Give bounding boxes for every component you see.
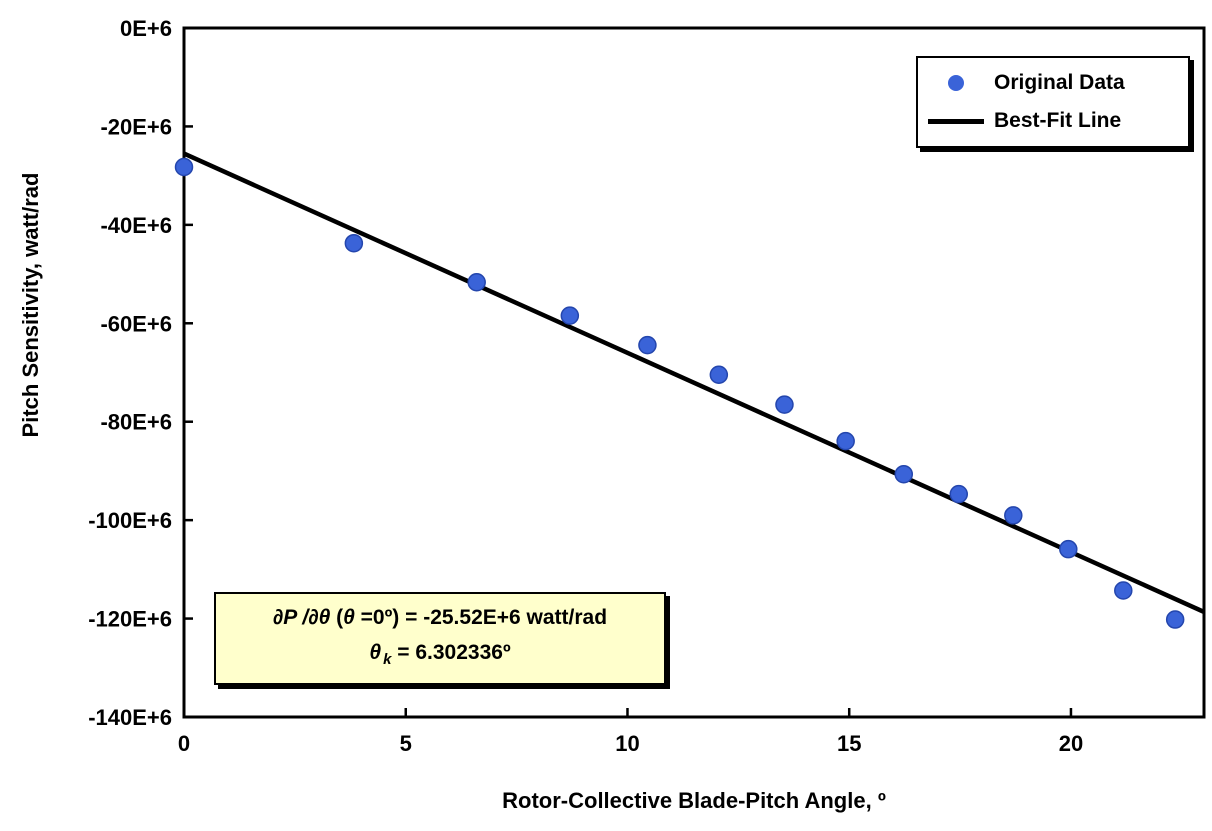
x-axis-title: Rotor-Collective Blade-Pitch Angle, º [502, 788, 886, 813]
legend-swatch [928, 75, 984, 91]
legend: Original Data Best-Fit Line [916, 56, 1190, 148]
scatter-marker-icon [948, 75, 964, 91]
scatter-point [894, 464, 914, 484]
y-axis-title: Pitch Sensitivity, watt/rad [18, 172, 43, 438]
legend-item-original-data: Original Data [928, 66, 1178, 100]
annotation-theta: θ [343, 606, 361, 629]
y-tick-label: -140E+6 [88, 705, 172, 730]
x-tick-label: 10 [615, 731, 639, 756]
scatter-point [1114, 581, 1133, 600]
legend-label-best-fit-line: Best-Fit Line [994, 109, 1122, 132]
y-tick-label: -60E+6 [100, 311, 172, 336]
theta-symbol: θ [369, 641, 382, 664]
legend-swatch [928, 118, 984, 124]
legend-item-best-fit-line: Best-Fit Line [928, 104, 1178, 138]
theta-k-value: = 6.302336º [391, 641, 511, 664]
y-tick-label: -100E+6 [88, 508, 172, 533]
line-marker-icon [928, 118, 984, 124]
y-tick-label: 0E+6 [120, 16, 172, 41]
x-tick-label: 20 [1059, 731, 1083, 756]
scatter-point [775, 395, 794, 414]
x-tick-label: 5 [400, 731, 412, 756]
annotation-value: =0º) = -25.52E+6 watt/rad [360, 606, 608, 629]
scatter-point [1059, 539, 1078, 559]
theta-subscript: k [383, 651, 392, 669]
scatter-point [1165, 610, 1185, 629]
plot-border [182, 26, 1206, 719]
scatter-point [560, 306, 580, 325]
annotation-paren: ( [336, 606, 344, 629]
y-tick-label: -80E+6 [100, 410, 172, 435]
y-tick-label: -40E+6 [100, 213, 172, 238]
scatter-point [836, 431, 855, 451]
annotation-line-1: ∂P /∂θ (θ =0º) = -25.52E+6 watt/rad [226, 600, 654, 635]
legend-label-original-data: Original Data [994, 71, 1125, 94]
scatter-point [638, 335, 657, 355]
best-fit-line [183, 151, 1205, 614]
x-tick-label: 0 [178, 731, 190, 756]
x-tick-label: 15 [837, 731, 861, 756]
scatter-point [1004, 506, 1023, 525]
y-tick-label: -120E+6 [88, 607, 172, 632]
annotation-math: ∂P /∂θ [272, 606, 337, 629]
scatter-point [949, 484, 969, 504]
scatter-point [344, 233, 364, 253]
scatter-point [467, 272, 486, 292]
y-tick-label: -20E+6 [100, 114, 172, 139]
scatter-point [174, 157, 194, 177]
scatter-point [709, 365, 729, 385]
